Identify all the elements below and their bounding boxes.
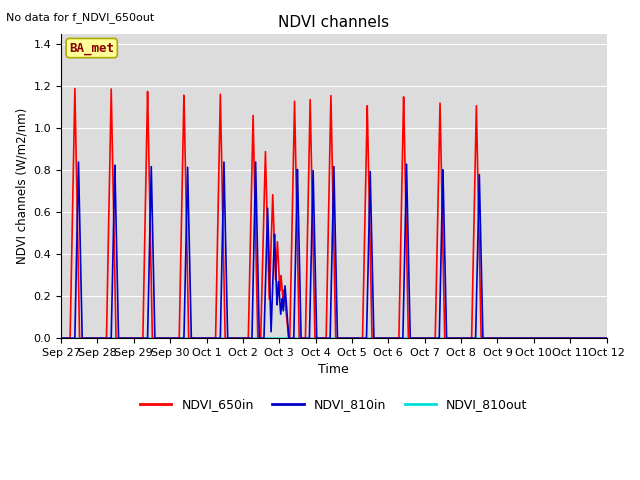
Legend: NDVI_650in, NDVI_810in, NDVI_810out: NDVI_650in, NDVI_810in, NDVI_810out <box>135 393 532 416</box>
Text: BA_met: BA_met <box>69 42 114 55</box>
Text: No data for f_NDVI_650out: No data for f_NDVI_650out <box>6 12 155 23</box>
Title: NDVI channels: NDVI channels <box>278 15 389 30</box>
X-axis label: Time: Time <box>319 363 349 376</box>
Y-axis label: NDVI channels (W/m2/nm): NDVI channels (W/m2/nm) <box>15 108 28 264</box>
